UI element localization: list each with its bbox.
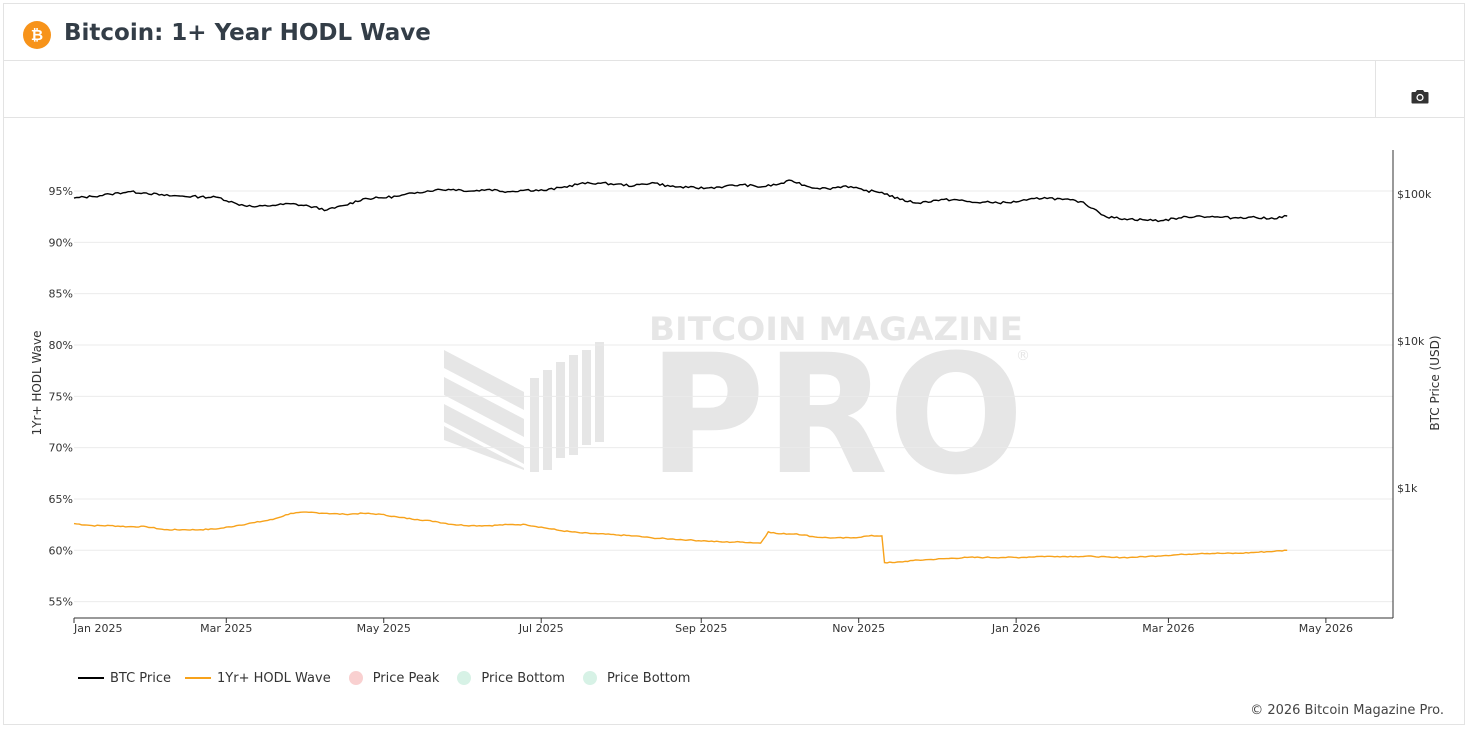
legend-dot-swatch <box>582 671 597 685</box>
chart-grid <box>74 190 1393 603</box>
legend-item[interactable]: Price Peak <box>345 670 440 686</box>
x-tick-label: Nov 2025 <box>832 622 885 635</box>
chart-series <box>73 179 1288 564</box>
legend-label: Price Peak <box>372 670 440 686</box>
watermark-line1: BITCOIN MAGAZINE <box>649 310 1023 348</box>
download-image-button[interactable] <box>1405 84 1435 108</box>
legend-label: 1Yr+ HODL Wave <box>217 670 331 686</box>
y-right-tick-label: $10k <box>1397 335 1425 348</box>
legend-label: BTC Price <box>110 670 172 686</box>
y-axis-right-label: BTC Price (USD) <box>1428 335 1442 430</box>
copyright-text: © 2026 Bitcoin Magazine Pro. <box>1250 703 1444 718</box>
chart-header: ₿ Bitcoin: 1+ Year HODL Wave <box>3 3 1465 61</box>
chart-axes: 95% 90% 85% 80% 75% 70% 65% 60% 55% $100k $10k $1k J… <box>49 150 1432 635</box>
legend-label: Price Bottom <box>481 670 565 686</box>
legend-line-swatch <box>78 677 104 679</box>
x-tick-label: Jan 2025 <box>73 622 122 635</box>
svg-text:₿: ₿ <box>31 26 43 44</box>
legend-item[interactable]: Price Bottom <box>453 671 565 686</box>
x-tick-label: May 2026 <box>1299 622 1353 635</box>
y-left-tick-label: 80% <box>49 339 73 352</box>
legend-line-swatch <box>185 677 212 679</box>
y-axis-left-label: 1Yr+ HODL Wave <box>30 331 44 436</box>
x-tick-label: Jul 2025 <box>518 622 564 635</box>
camera-icon <box>1411 89 1429 103</box>
page-title: Bitcoin: 1+ Year HODL Wave <box>64 20 431 46</box>
x-tick-label: Jan 2026 <box>991 622 1040 635</box>
x-tick-label: Mar 2026 <box>1142 622 1194 635</box>
y-left-tick-label: 85% <box>49 288 73 301</box>
y-left-tick-label: 90% <box>49 236 73 249</box>
legend-label: Price Bottom <box>606 670 691 686</box>
x-tick-label: Mar 2025 <box>200 622 252 635</box>
x-tick-label: Sep 2025 <box>675 622 727 635</box>
series-hodl-wave-line <box>73 511 1288 564</box>
chart-card <box>3 3 1465 725</box>
y-right-tick-label: $1k <box>1397 482 1418 495</box>
x-tick-label: May 2025 <box>357 622 411 635</box>
toolbar-divider <box>1375 61 1376 118</box>
bitcoin-logo-icon: ₿ <box>23 21 51 49</box>
watermark: BITCOIN MAGAZINE PRO ® <box>444 310 1030 511</box>
y-left-tick-label: 65% <box>49 493 73 506</box>
legend-dot-swatch <box>348 671 363 685</box>
legend-item[interactable]: Price Bottom <box>579 670 691 686</box>
series-btc-price-line <box>73 179 1288 223</box>
watermark-logo-mark <box>444 342 604 472</box>
y-left-tick-label: 70% <box>49 442 73 455</box>
chart-toolbar <box>3 61 1465 118</box>
y-left-tick-label: 55% <box>49 596 73 609</box>
y-left-tick-label: 75% <box>49 390 73 403</box>
y-left-tick-label: 60% <box>49 544 73 557</box>
y-right-tick-label: $100k <box>1397 188 1432 201</box>
y-left-tick-label: 95% <box>49 185 73 198</box>
legend-item[interactable]: BTC Price <box>78 671 171 686</box>
watermark-line2: PRO <box>648 319 1024 511</box>
legend-dot-swatch <box>457 671 472 685</box>
chart-legend: BTC Price 1Yr+ HODL Wave Price Peak Price B… <box>78 668 704 688</box>
legend-item[interactable]: 1Yr+ HODL Wave <box>185 671 331 686</box>
watermark-registered-mark: ® <box>1016 348 1030 364</box>
